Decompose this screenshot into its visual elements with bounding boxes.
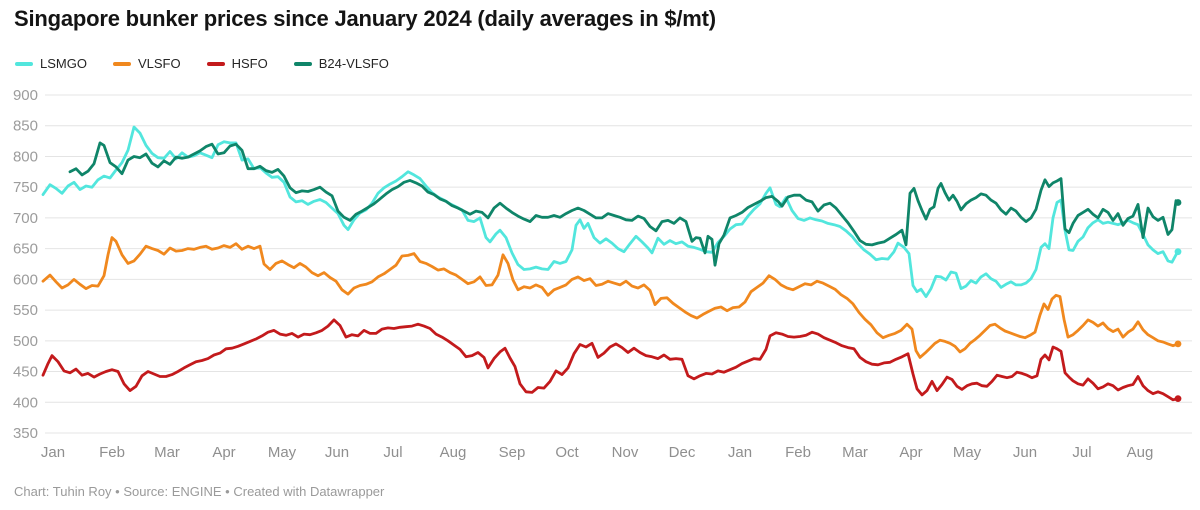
y-axis-label: 700 <box>13 210 38 227</box>
series-end-dot-lsmgo <box>1174 248 1182 256</box>
x-axis-label: Jan <box>728 444 752 461</box>
x-axis-label: Feb <box>785 444 811 461</box>
x-axis-label: Mar <box>154 444 180 461</box>
x-axis-label: Aug <box>1127 444 1154 461</box>
legend-swatch-vlsfo <box>112 61 131 66</box>
y-axis-label: 600 <box>13 271 38 288</box>
x-axis-label: Jul <box>1072 444 1091 461</box>
legend-swatch-b24-vlsfo <box>293 61 312 66</box>
legend-swatch-hsfo <box>206 61 225 66</box>
series-line-vlsfo <box>41 236 1180 359</box>
legend: LSMGO VLSFO HSFO B24-VLSFO <box>15 56 389 71</box>
y-axis-label: 800 <box>13 148 38 165</box>
y-axis-label: 650 <box>13 241 38 258</box>
x-axis-label: Mar <box>842 444 868 461</box>
legend-item-b24-vlsfo: B24-VLSFO <box>293 56 389 71</box>
x-axis-label: Jun <box>1013 444 1037 461</box>
legend-label-vlsfo: VLSFO <box>137 56 181 71</box>
series-line-hsfo <box>41 318 1180 402</box>
x-axis-label: Jun <box>325 444 349 461</box>
x-axis-label: May <box>268 444 297 461</box>
x-axis-label: Sep <box>499 444 526 461</box>
series-end-dot-vlsfo <box>1174 340 1182 348</box>
x-axis-label: Nov <box>612 444 639 461</box>
x-axis-label: Aug <box>440 444 467 461</box>
x-axis-label: Dec <box>669 444 696 461</box>
chart-footer-attribution: Chart: Tuhin Roy • Source: ENGINE • Crea… <box>14 484 385 499</box>
chart-title: Singapore bunker prices since January 20… <box>14 6 716 31</box>
x-axis-label: May <box>953 444 982 461</box>
series-line-b24-vlsfo <box>68 141 1180 267</box>
y-axis-label: 400 <box>13 394 38 411</box>
y-axis-label: 550 <box>13 302 38 319</box>
y-axis-label: 750 <box>13 179 38 196</box>
x-axis-label: Jan <box>41 444 65 461</box>
legend-item-hsfo: HSFO <box>206 56 268 71</box>
y-axis-label: 500 <box>13 333 38 350</box>
x-axis-label: Apr <box>899 444 922 461</box>
x-axis-label: Feb <box>99 444 125 461</box>
y-axis-label: 850 <box>13 118 38 135</box>
x-axis-label: Oct <box>555 444 579 461</box>
y-axis-label: 900 <box>13 87 38 104</box>
x-axis-label: Apr <box>212 444 235 461</box>
legend-label-b24-vlsfo: B24-VLSFO <box>318 56 389 71</box>
x-axis-label: Jul <box>383 444 402 461</box>
legend-label-lsmgo: LSMGO <box>40 56 87 71</box>
legend-swatch-lsmgo <box>15 61 33 66</box>
legend-item-lsmgo: LSMGO <box>15 56 87 71</box>
series-end-dot-hsfo <box>1174 395 1182 402</box>
series-line-lsmgo <box>41 125 1180 299</box>
series-end-dot-b24-vlsfo <box>1174 199 1182 206</box>
legend-item-vlsfo: VLSFO <box>112 56 181 71</box>
y-axis-label: 350 <box>13 425 38 442</box>
y-axis-label: 450 <box>13 364 38 381</box>
legend-label-hsfo: HSFO <box>231 56 268 71</box>
